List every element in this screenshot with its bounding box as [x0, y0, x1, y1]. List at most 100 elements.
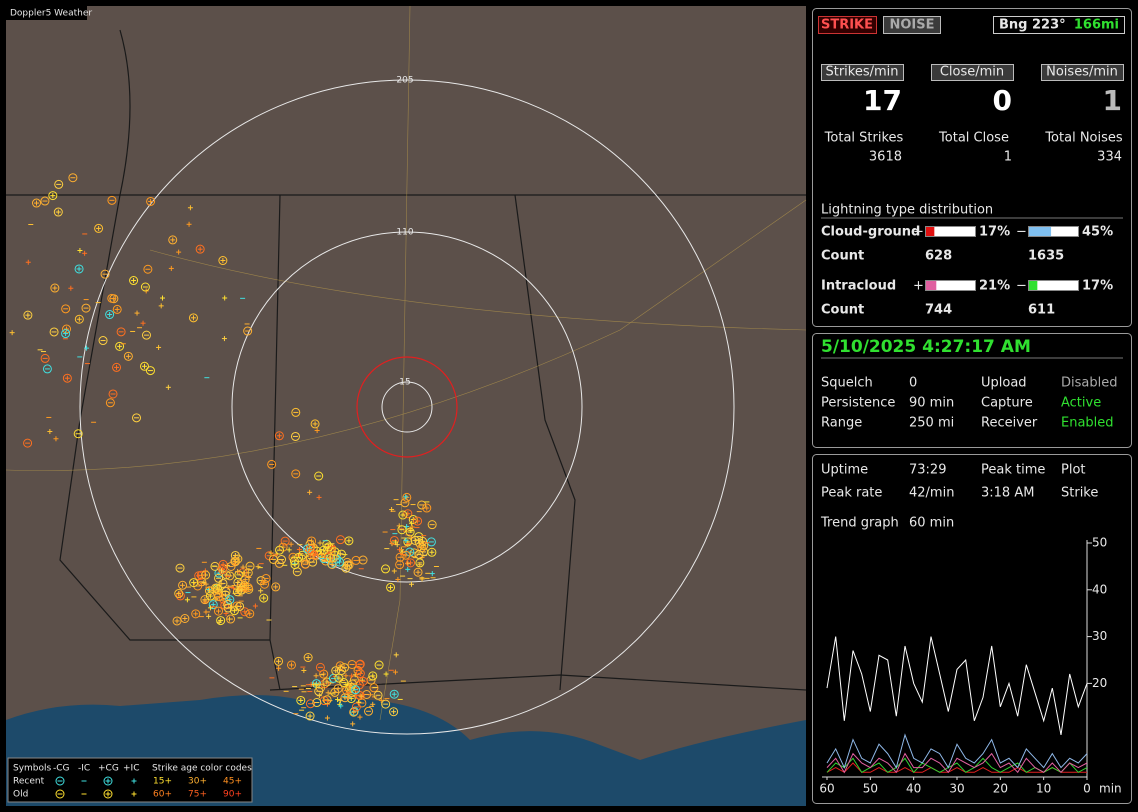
map-title-box [6, 6, 87, 20]
range-label: 110 [396, 228, 413, 238]
legend-box [7, 757, 253, 803]
legend-label: Strike age color codes [152, 764, 252, 774]
status-cell: Receiver [981, 416, 1038, 431]
strike-symbol [289, 556, 299, 566]
strike-symbol [402, 492, 412, 502]
strike-symbol [112, 304, 122, 314]
bearing: Bng 223° [999, 18, 1066, 33]
strike-symbol [395, 560, 405, 570]
stat-total-label: Total Noises [1044, 131, 1123, 146]
strike-symbol [189, 578, 199, 588]
distribution-title: Lightning type distribution [821, 203, 993, 218]
strike-symbol [414, 550, 424, 560]
legend-age: 45+ [223, 777, 242, 787]
strike-symbol [330, 547, 340, 557]
legend-age: 30+ [188, 777, 207, 787]
strike-symbol [389, 689, 399, 699]
strike-symbol [140, 361, 150, 371]
strike-button[interactable] [818, 16, 877, 34]
dist-count-label: Count [821, 249, 864, 264]
strike-symbol [347, 679, 357, 689]
stat-button[interactable] [821, 64, 904, 81]
legend-symbols [55, 776, 137, 799]
stat-total-label: Total Close [938, 131, 1009, 146]
strike-symbol [261, 573, 271, 583]
strike-symbol [145, 366, 155, 376]
strike-symbol [50, 283, 60, 293]
strike-symbol [413, 516, 423, 526]
strike-symbol [233, 554, 243, 564]
strike-symbol [230, 556, 240, 566]
strike-symbol [280, 536, 290, 546]
dist-sign: − [1016, 279, 1027, 294]
strike-symbol [267, 459, 277, 469]
strike-symbol [291, 407, 301, 417]
strike-symbol [413, 567, 423, 577]
bar-track [925, 280, 976, 291]
strike-symbol [172, 616, 182, 626]
uptime-cell: Plot [1061, 463, 1086, 478]
stat-total-label: Total Strikes [824, 131, 904, 146]
stat-button[interactable] [1041, 64, 1124, 81]
uptime-cell: Strike [1061, 486, 1098, 501]
strike-symbol [426, 537, 436, 547]
strike-symbol [339, 678, 349, 688]
strike-symbol [369, 683, 379, 693]
strike-symbol [225, 595, 235, 605]
strike-symbol [94, 223, 104, 233]
strike-symbol [239, 581, 249, 591]
status-cell: Range [821, 416, 862, 431]
strike-symbol [419, 541, 429, 551]
strike-symbol [53, 207, 63, 217]
noise-label[interactable]: NOISE [889, 18, 934, 33]
strike-symbol [216, 616, 226, 626]
strike-symbol [333, 684, 343, 694]
strike-symbol [195, 244, 205, 254]
strike-symbol [312, 698, 322, 708]
map-title: Doppler5 Weather [10, 9, 92, 19]
state-borders [6, 29, 807, 691]
map-background [6, 6, 806, 806]
strike-symbol [240, 607, 250, 617]
status-cell: Squelch [821, 376, 873, 391]
strike-symbol [286, 660, 296, 670]
strike-symbol [303, 653, 313, 663]
stat-label[interactable]: Close/min [940, 65, 1004, 80]
strike-symbol [389, 535, 399, 545]
strike-symbol [217, 565, 227, 575]
strike-symbol [403, 509, 413, 519]
stat-button[interactable] [931, 64, 1014, 81]
trend-panel [812, 454, 1132, 804]
strike-symbol [315, 662, 325, 672]
strike-symbol [175, 591, 185, 601]
stats: Strikes/min 17 Total Strikes 3618 Close/min 0… [821, 64, 1124, 165]
strike-symbol [386, 582, 396, 592]
strike-symbol [74, 264, 84, 274]
strike-symbol [353, 665, 363, 675]
y-tick-label: 50 [1092, 536, 1107, 550]
x-unit: min [1099, 782, 1122, 796]
dist-count-label: Count [821, 303, 864, 318]
strike-symbol [373, 690, 383, 700]
strike-symbol [40, 353, 50, 363]
strike-label[interactable]: STRIKE [821, 18, 873, 33]
strike-symbol [191, 609, 201, 619]
noise-button[interactable] [883, 16, 941, 34]
stat-label[interactable]: Strikes/min [825, 65, 898, 80]
strike-symbol [260, 579, 270, 589]
uptime-cell: 73:29 [909, 463, 946, 478]
legend-age: 15+ [153, 777, 172, 787]
strike-symbol [305, 699, 315, 709]
strike-symbol [417, 500, 427, 510]
strike-symbol [73, 429, 83, 439]
strike-symbol [31, 198, 41, 208]
stat-label[interactable]: Noises/min [1046, 65, 1118, 80]
strike-symbol [234, 570, 244, 580]
strike-symbol [107, 293, 117, 303]
strike-symbol [123, 351, 133, 361]
strike-symbol [275, 545, 285, 555]
strike-symbol [141, 330, 151, 340]
strikes [9, 173, 439, 727]
strike-symbol [223, 599, 233, 609]
dist-sign: + [913, 279, 924, 294]
